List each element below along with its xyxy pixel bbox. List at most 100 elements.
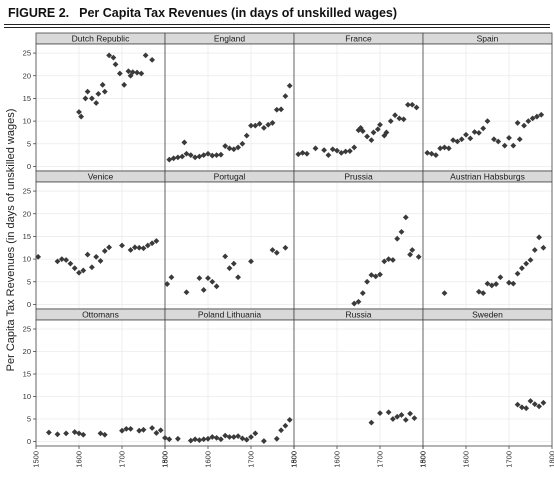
data-point-england — [183, 150, 190, 157]
data-point-spain — [454, 138, 461, 145]
data-point-ottomans — [127, 426, 134, 432]
data-point-austrian-habsburgs — [484, 280, 491, 287]
y-tick-label: 15 — [23, 94, 31, 103]
y-tick-label: 15 — [23, 370, 31, 379]
data-point-dutch-republic — [129, 69, 136, 76]
data-point-ottomans — [157, 427, 164, 434]
data-point-austrian-habsburgs — [536, 234, 542, 241]
figure-title: FIGURE 2. Per Capita Tax Revenues (in day… — [8, 6, 397, 20]
data-point-austrian-habsburgs — [480, 290, 487, 297]
data-point-england — [205, 150, 211, 157]
data-point-portugal — [168, 274, 175, 281]
data-point-austrian-habsburgs — [519, 265, 525, 272]
x-tick-label: 1700 — [376, 451, 385, 468]
data-point-ottomans — [153, 430, 160, 436]
data-point-ottomans — [46, 429, 52, 436]
data-point-prussia — [359, 290, 366, 297]
data-point-poland-lithuania — [282, 422, 289, 429]
y-tick-label: 20 — [23, 209, 31, 218]
data-point-ottomans — [63, 430, 69, 437]
data-point-austrian-habsburgs — [493, 281, 499, 287]
data-point-prussia — [372, 273, 379, 280]
data-point-portugal — [230, 260, 237, 267]
data-point-venice — [89, 264, 95, 271]
data-point-russia — [390, 416, 396, 422]
data-point-poland-lithuania — [261, 438, 267, 444]
data-point-venice — [136, 244, 143, 251]
data-point-spain — [510, 142, 517, 149]
data-point-france — [351, 144, 358, 151]
data-point-venice — [144, 242, 151, 249]
data-point-portugal — [222, 253, 229, 260]
data-point-france — [409, 101, 416, 108]
panel-border-sweden — [422, 319, 553, 447]
data-point-france — [295, 151, 302, 158]
data-point-spain — [424, 149, 431, 156]
data-point-venice — [119, 242, 125, 249]
data-point-ottomans — [97, 430, 104, 437]
y-tick-label: 10 — [23, 392, 31, 401]
data-point-england — [218, 151, 224, 158]
data-point-spain — [437, 145, 444, 152]
y-tick-label: 10 — [23, 117, 31, 126]
data-point-england — [269, 120, 276, 126]
data-point-dutch-republic — [95, 90, 102, 97]
data-point-spain — [428, 150, 435, 157]
data-point-spain — [467, 135, 474, 142]
strip-label-france: France — [345, 34, 372, 44]
data-point-france — [359, 128, 366, 134]
y-tick-label: 5 — [27, 277, 31, 286]
data-point-russia — [368, 419, 375, 426]
data-point-spain — [463, 131, 469, 138]
data-point-poland-lithuania — [166, 436, 173, 443]
data-point-portugal — [248, 258, 254, 265]
data-point-france — [325, 152, 332, 159]
data-point-austrian-habsburgs — [506, 279, 512, 286]
data-point-poland-lithuania — [226, 434, 233, 440]
title-rule-bottom — [4, 27, 550, 28]
data-point-poland-lithuania — [192, 436, 198, 443]
data-point-venice — [127, 247, 134, 253]
data-point-france — [334, 147, 340, 154]
data-point-poland-lithuania — [230, 434, 237, 440]
data-point-france — [413, 104, 420, 111]
data-point-spain — [441, 144, 448, 151]
data-point-prussia — [390, 257, 396, 263]
data-point-dutch-republic — [78, 113, 85, 120]
data-point-dutch-republic — [89, 95, 95, 102]
y-tick-label: 0 — [27, 162, 31, 171]
data-point-france — [405, 101, 411, 108]
data-point-england — [179, 153, 186, 160]
data-point-sweden — [531, 401, 538, 408]
y-tick-label: 0 — [27, 300, 31, 309]
y-tick-label: 20 — [23, 347, 31, 356]
strip-label-poland-lithuania: Poland Lithuania — [198, 310, 262, 320]
x-tick-label: 1500 — [419, 451, 428, 468]
data-point-portugal — [164, 281, 171, 287]
data-point-dutch-republic — [125, 68, 132, 75]
x-tick-label: 1600 — [204, 451, 213, 468]
y-tick-label: 0 — [27, 437, 31, 446]
data-point-ottomans — [136, 427, 143, 434]
data-point-prussia — [402, 214, 409, 221]
data-point-portugal — [235, 274, 241, 281]
data-point-poland-lithuania — [218, 436, 224, 443]
data-point-england — [243, 132, 250, 139]
data-point-france — [368, 137, 375, 144]
data-point-prussia — [398, 228, 405, 235]
data-point-spain — [491, 136, 497, 143]
data-point-poland-lithuania — [239, 435, 246, 442]
x-tick-label: 1800 — [548, 451, 554, 468]
data-point-poland-lithuania — [209, 434, 216, 440]
data-point-england — [209, 152, 216, 159]
data-point-england — [192, 154, 198, 161]
y-tick-label: 25 — [23, 187, 31, 196]
data-point-venice — [101, 248, 108, 254]
data-point-venice — [63, 257, 69, 263]
data-point-dutch-republic — [149, 56, 155, 63]
figure-label: FIGURE 2. — [8, 6, 70, 20]
strip-label-england: England — [214, 34, 245, 44]
data-point-venice — [97, 258, 104, 264]
y-tick-label: 25 — [23, 325, 31, 334]
data-point-venice — [35, 253, 42, 260]
